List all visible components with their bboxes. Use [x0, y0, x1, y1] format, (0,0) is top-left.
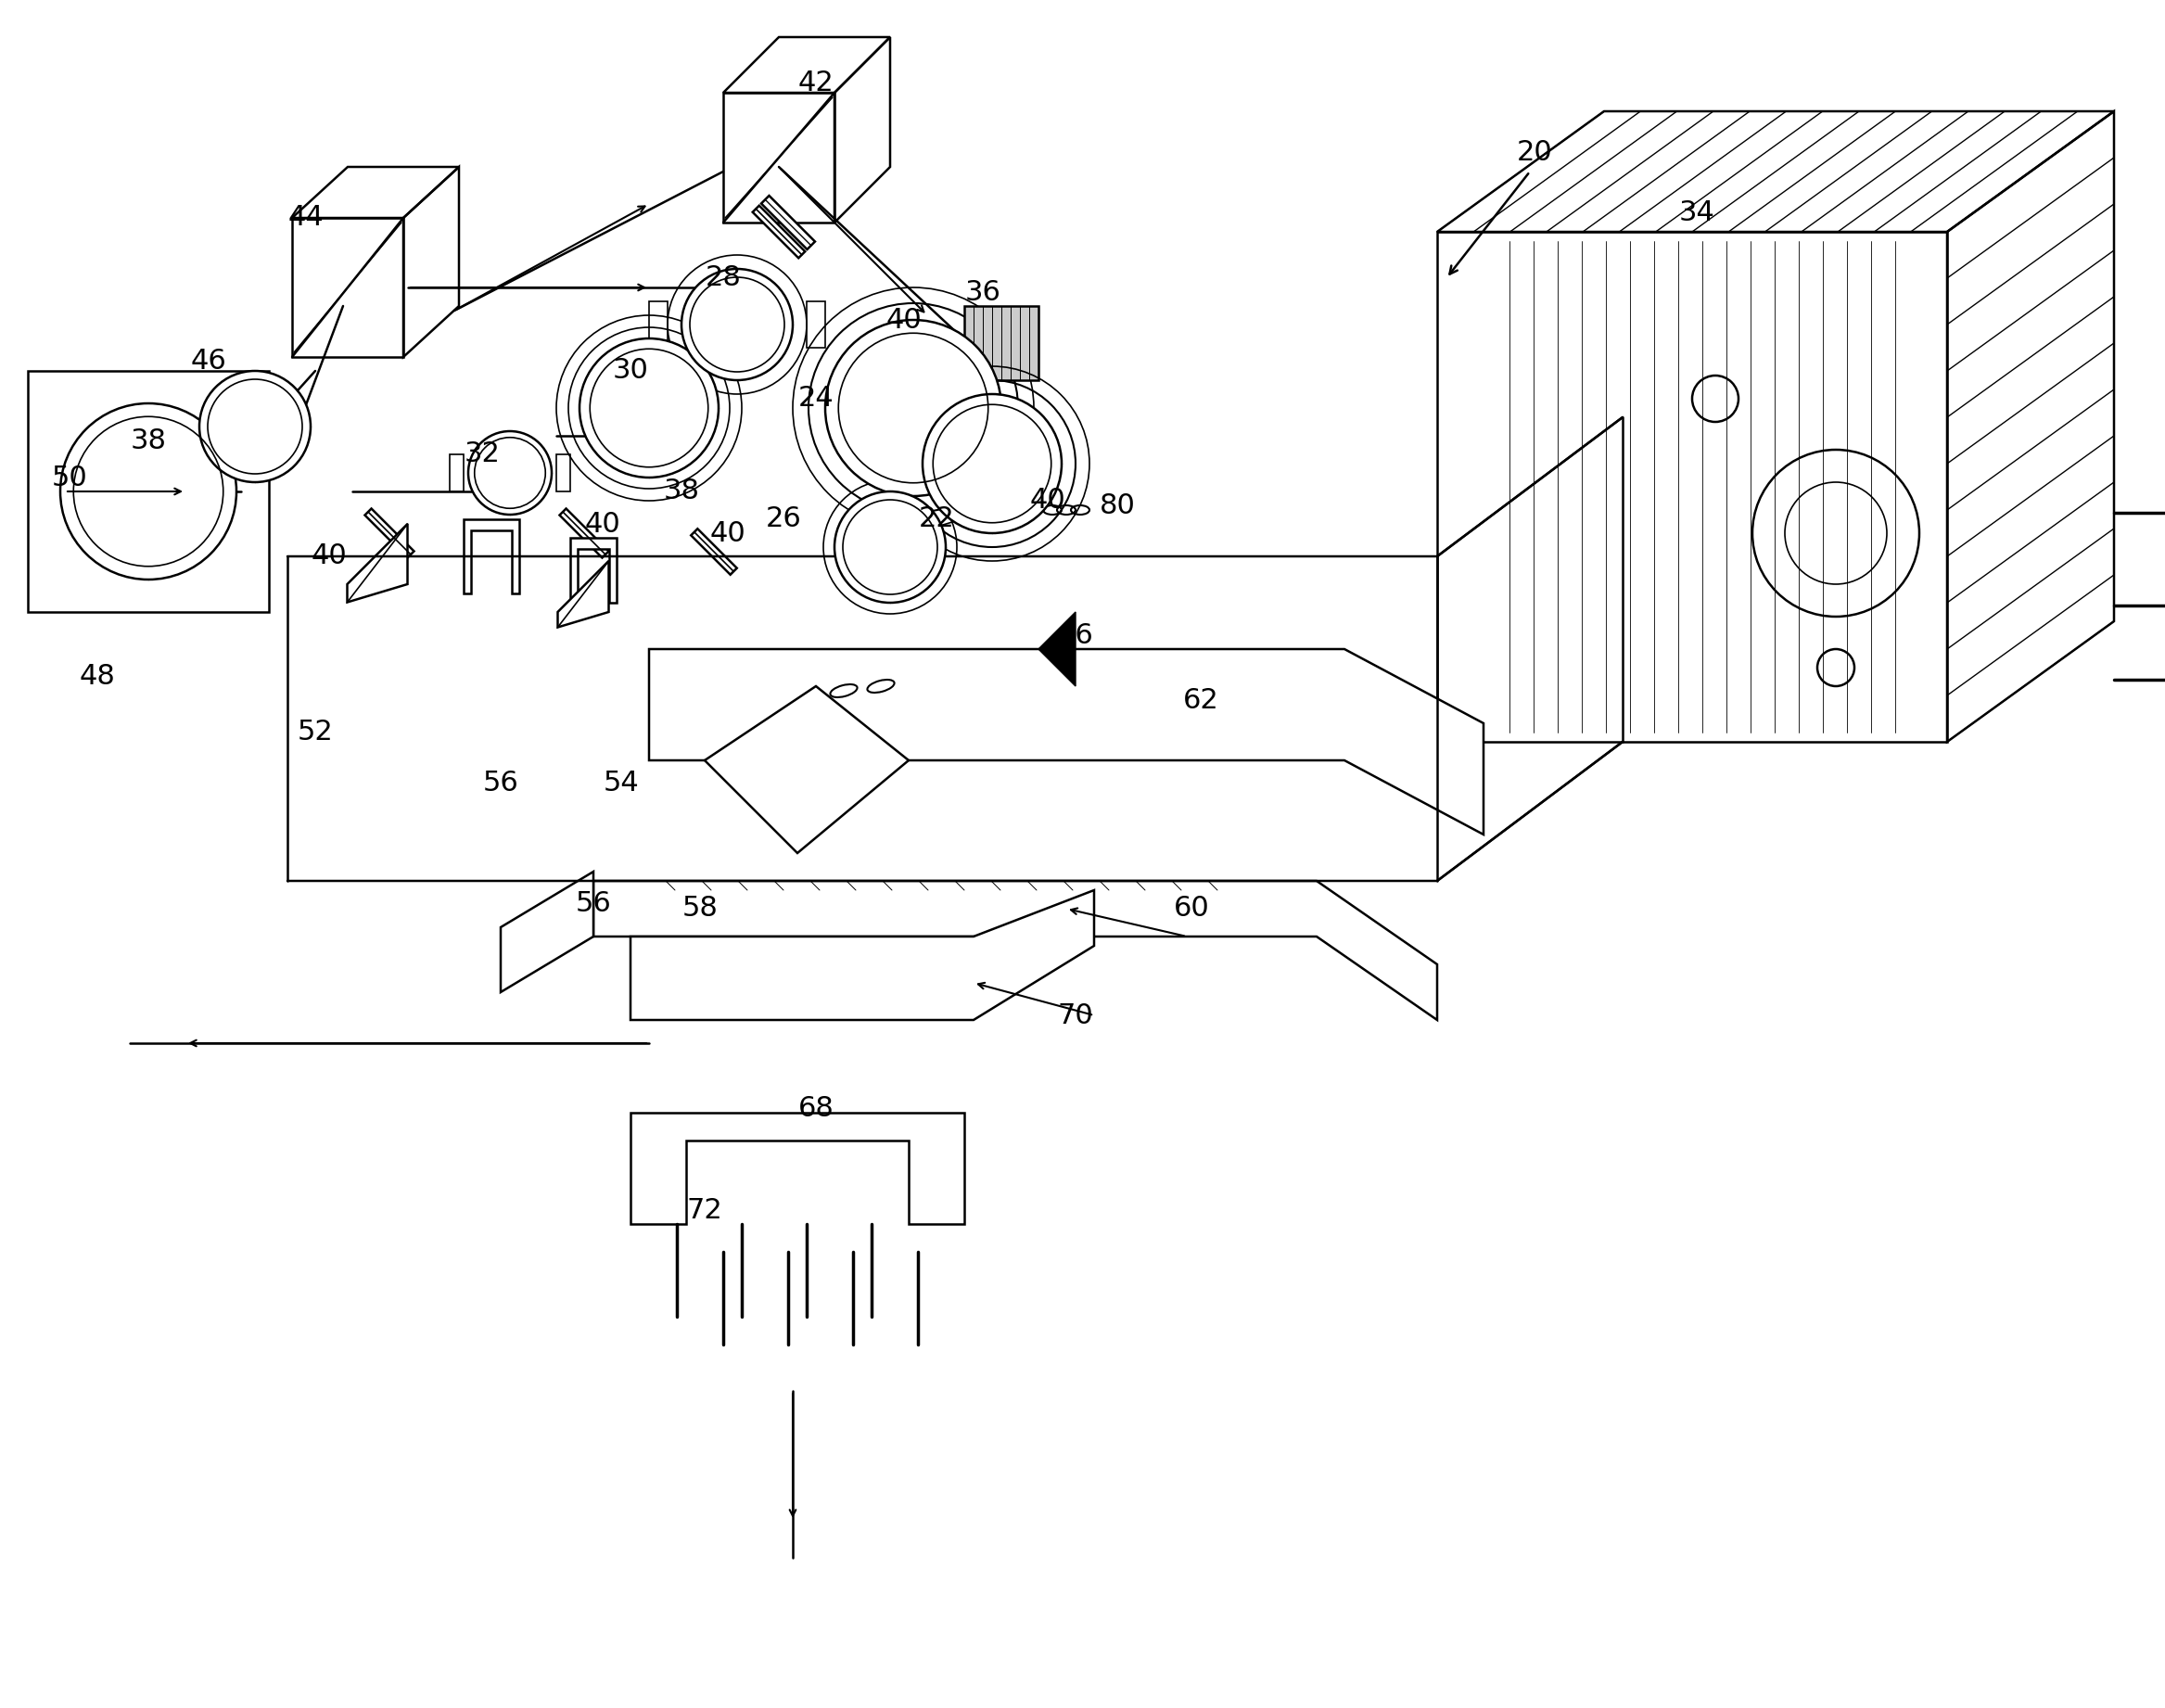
- Text: 50: 50: [52, 465, 87, 490]
- Text: 58: 58: [682, 895, 719, 922]
- Text: 52: 52: [297, 719, 333, 746]
- Polygon shape: [366, 509, 414, 559]
- Polygon shape: [630, 1112, 963, 1225]
- Polygon shape: [963, 306, 1039, 381]
- Polygon shape: [559, 509, 608, 559]
- Polygon shape: [559, 560, 608, 627]
- Polygon shape: [463, 519, 520, 593]
- Circle shape: [682, 268, 792, 381]
- Text: 56: 56: [483, 770, 520, 798]
- Text: 26: 26: [766, 506, 801, 533]
- Circle shape: [61, 403, 236, 579]
- Text: 40: 40: [710, 519, 745, 547]
- Polygon shape: [704, 687, 909, 852]
- Text: 40: 40: [312, 543, 346, 570]
- Text: 56: 56: [576, 890, 611, 917]
- Polygon shape: [500, 871, 593, 992]
- Text: 28: 28: [706, 265, 740, 292]
- Polygon shape: [593, 881, 1438, 1020]
- Text: 60: 60: [1173, 895, 1210, 922]
- Text: 40: 40: [885, 306, 922, 333]
- Polygon shape: [1039, 611, 1076, 687]
- Polygon shape: [885, 343, 933, 389]
- Text: 62: 62: [1182, 687, 1219, 714]
- Circle shape: [834, 492, 946, 603]
- Text: 54: 54: [604, 770, 639, 798]
- Polygon shape: [346, 524, 407, 603]
- Polygon shape: [630, 890, 1093, 1020]
- Text: 42: 42: [799, 70, 834, 97]
- Text: 48: 48: [80, 663, 115, 690]
- Text: 46: 46: [191, 348, 227, 376]
- Polygon shape: [1005, 441, 1052, 487]
- Text: 24: 24: [799, 386, 834, 412]
- Text: 44: 44: [288, 205, 325, 231]
- Text: 34: 34: [1678, 200, 1715, 227]
- Polygon shape: [762, 196, 814, 249]
- Polygon shape: [569, 538, 617, 603]
- Text: 22: 22: [918, 506, 955, 533]
- Text: 70: 70: [1057, 1003, 1093, 1028]
- Polygon shape: [753, 205, 805, 258]
- Polygon shape: [691, 529, 736, 574]
- Polygon shape: [650, 649, 1483, 835]
- Text: 68: 68: [799, 1095, 834, 1122]
- Text: 80: 80: [1100, 492, 1134, 519]
- Text: 38: 38: [662, 478, 699, 506]
- Circle shape: [922, 395, 1061, 533]
- Circle shape: [580, 338, 719, 478]
- Text: 30: 30: [613, 357, 650, 384]
- Circle shape: [468, 430, 552, 514]
- Text: 36: 36: [966, 278, 1000, 306]
- Text: 72: 72: [686, 1197, 723, 1223]
- Text: 38: 38: [130, 427, 167, 454]
- Text: 66: 66: [1057, 622, 1093, 649]
- Text: 32: 32: [463, 441, 500, 468]
- Circle shape: [199, 371, 310, 482]
- Circle shape: [825, 319, 1002, 495]
- Text: 20: 20: [1516, 140, 1552, 166]
- Text: 40: 40: [585, 511, 621, 538]
- Text: 40: 40: [1031, 487, 1065, 514]
